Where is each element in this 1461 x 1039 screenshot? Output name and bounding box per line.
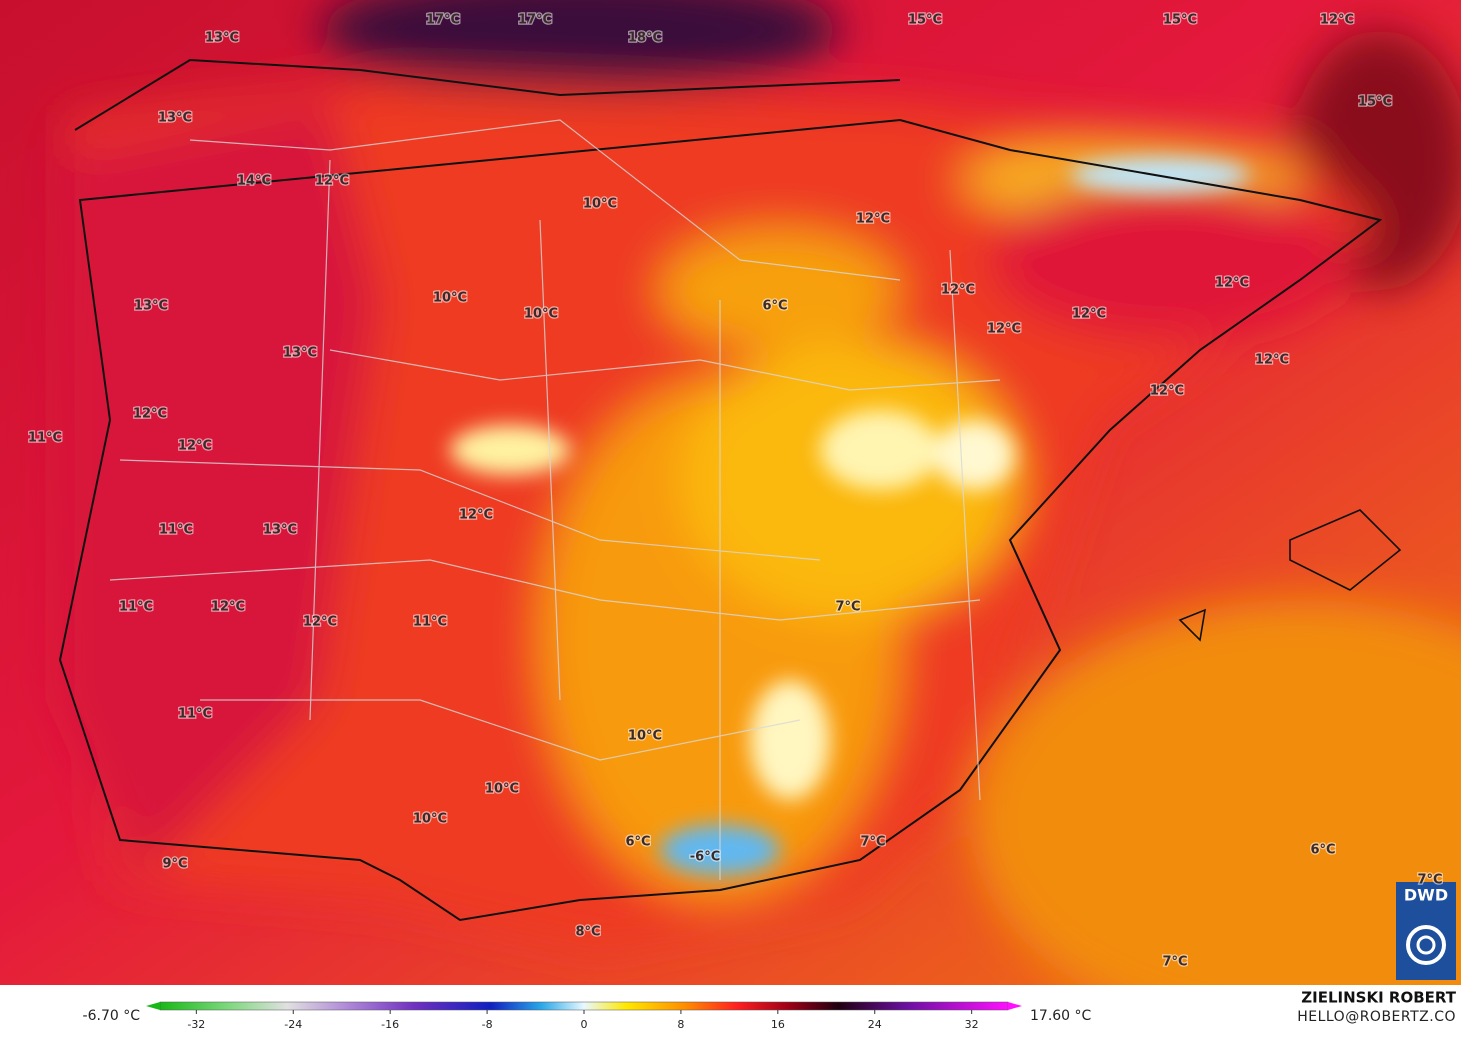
colorbar-tick-label: -16	[381, 1018, 399, 1031]
temperature-label: 15°C	[908, 13, 942, 28]
temperature-label: 17°C	[518, 13, 552, 28]
colorbar-tick-label: 24	[868, 1018, 882, 1031]
colorbar-high-end	[1008, 1002, 1022, 1010]
colorbar-tick-label: -32	[187, 1018, 205, 1031]
temperature-label: 10°C	[413, 812, 447, 827]
temperature-label: 6°C	[1310, 843, 1335, 858]
temperature-label: 10°C	[485, 782, 519, 797]
temperature-label: 13°C	[158, 111, 192, 126]
temperature-label: 12°C	[1150, 384, 1184, 399]
author: ZIELINSKI ROBERT	[1301, 989, 1456, 1007]
temperature-label: 12°C	[178, 439, 212, 454]
temperature-label: 12°C	[856, 212, 890, 227]
colorbar-tick-label: -8	[482, 1018, 493, 1031]
temperature-label: 13°C	[134, 299, 168, 314]
colorbar-low-end	[146, 1002, 160, 1010]
temperature-label: 7°C	[835, 600, 860, 615]
colorbar-tick-label: 16	[771, 1018, 785, 1031]
colorbar-tick-label: -24	[284, 1018, 302, 1031]
temperature-label: 10°C	[524, 307, 558, 322]
logo: DWD	[1404, 886, 1448, 905]
temperature-label: 9°C	[162, 857, 187, 872]
temperature-label: 11°C	[178, 707, 212, 722]
colorbar-tick-label: 0	[581, 1018, 588, 1031]
temperature-label: 10°C	[433, 291, 467, 306]
temperature-label: 12°C	[459, 508, 493, 523]
temperature-label: 12°C	[133, 407, 167, 422]
temperature-label: 12°C	[1215, 276, 1249, 291]
temperature-label: 12°C	[211, 600, 245, 615]
temperature-label: 18°C	[628, 31, 662, 46]
temperature-label: 7°C	[1162, 955, 1187, 970]
temperature-label: 12°C	[303, 615, 337, 630]
temperature-label: 15°C	[1358, 95, 1392, 110]
temperature-label: 12°C	[941, 283, 975, 298]
temperature-label: 6°C	[625, 835, 650, 850]
temperature-label: 10°C	[583, 197, 617, 212]
temperature-label: 12°C	[1072, 307, 1106, 322]
temperature-label: 7°C	[1417, 873, 1442, 888]
temperature-label: 15°C	[1163, 13, 1197, 28]
colorbar-min: -6.70 °C	[83, 1008, 141, 1024]
temperature-label: 13°C	[205, 31, 239, 46]
temperature-label: 13°C	[283, 346, 317, 361]
temperature-label: 11°C	[159, 523, 193, 538]
temperature-label: 10°C	[628, 729, 662, 744]
contact: HELLO@ROBERTZ.CO	[1297, 1009, 1456, 1025]
temperature-labels: 17°C 17°C 18°C 15°C 15°C 12°C 13°C 15°C 13°C 14°C…	[27, 11, 1444, 971]
temperature-label: 14°C	[237, 174, 271, 189]
colorbar-max: 17.60 °C	[1030, 1008, 1092, 1024]
temperature-label: 12°C	[315, 174, 349, 189]
temperature-label: 7°C	[860, 835, 885, 850]
temperature-label: 11°C	[119, 600, 153, 615]
temperature-label: 11°C	[413, 615, 447, 630]
temperature-label: 11°C	[28, 431, 62, 446]
colorbar-body	[159, 1001, 1009, 1011]
temperature-label: 12°C	[1320, 13, 1354, 28]
temperature-label: -6°C	[690, 850, 720, 865]
colorbar-tick-label: 32	[965, 1018, 979, 1031]
temperature-label: 6°C	[762, 299, 787, 314]
temperature-label: 12°C	[1255, 353, 1289, 368]
temperature-label: 12°C	[987, 322, 1021, 337]
temperature-label: 13°C	[263, 523, 297, 538]
temperature-label: 17°C	[426, 13, 460, 28]
colorbar: -32 -24 -16 -8 0 8 16 24 32	[146, 1001, 1022, 1031]
colorbar-tick-label: 8	[677, 1018, 684, 1031]
temperature-label: 8°C	[575, 925, 600, 940]
